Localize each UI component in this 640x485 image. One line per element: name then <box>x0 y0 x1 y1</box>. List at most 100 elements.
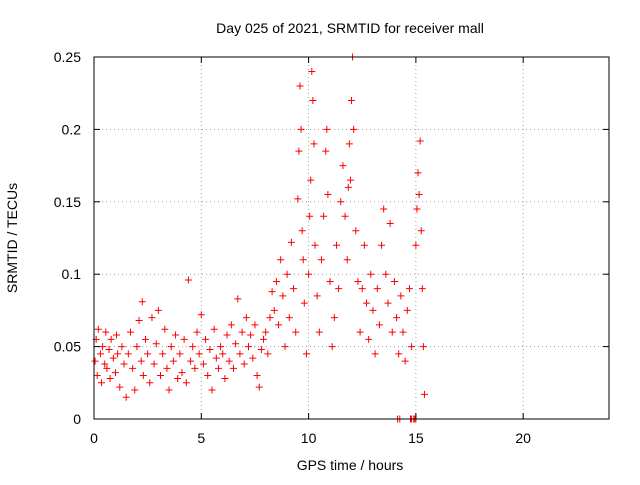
data-point <box>324 191 332 199</box>
x-tick-label: 0 <box>90 430 98 446</box>
data-point <box>360 241 368 249</box>
data-point <box>352 227 360 235</box>
data-point <box>131 386 139 394</box>
data-point <box>142 335 149 343</box>
data-point <box>266 314 274 322</box>
data-point <box>221 374 229 382</box>
data-point <box>195 350 203 358</box>
data-point <box>283 270 291 278</box>
x-tick-label: 15 <box>408 430 424 446</box>
data-point <box>135 317 143 325</box>
data-point <box>403 306 411 314</box>
data-point <box>138 298 146 306</box>
data-point <box>343 256 351 264</box>
x-tick-label: 10 <box>301 430 317 446</box>
data-point <box>413 205 421 213</box>
data-point <box>393 314 401 322</box>
y-axis-title: SRMTID / TECUs <box>4 183 20 293</box>
data-point <box>420 390 428 398</box>
data-point <box>106 374 114 382</box>
data-point <box>247 331 255 339</box>
data-point <box>262 328 270 336</box>
data-point <box>187 357 195 365</box>
data-point <box>388 328 396 336</box>
data-point <box>251 321 259 329</box>
data-point <box>120 360 128 368</box>
data-point <box>118 343 126 351</box>
data-point <box>320 212 328 220</box>
y-tick-label: 0.05 <box>54 339 81 355</box>
data-point <box>202 335 210 343</box>
data-point <box>317 256 325 264</box>
data-point <box>419 343 427 351</box>
data-point <box>390 277 398 285</box>
data-point <box>295 147 303 155</box>
data-point <box>148 314 156 322</box>
data-point <box>208 386 216 394</box>
y-tick-label: 0.2 <box>62 121 82 137</box>
data-point <box>217 343 225 351</box>
data-point <box>268 288 276 296</box>
data-point <box>129 364 137 372</box>
data-point <box>199 360 207 368</box>
data-point <box>395 350 403 358</box>
data-point <box>93 372 101 380</box>
data-point <box>184 276 192 284</box>
data-point <box>157 372 165 380</box>
data-point <box>161 325 169 333</box>
data-point <box>323 125 331 133</box>
data-point <box>236 350 244 358</box>
data-point <box>204 372 212 380</box>
data-point <box>354 277 362 285</box>
data-point <box>305 270 313 278</box>
data-point <box>302 350 310 358</box>
data-point <box>154 306 162 314</box>
data-point <box>292 328 300 336</box>
data-point <box>307 176 315 184</box>
data-point <box>373 285 381 293</box>
data-point <box>415 191 423 199</box>
data-point <box>176 350 184 358</box>
data-point <box>384 299 392 307</box>
data-point <box>234 295 242 303</box>
data-point <box>225 357 233 365</box>
data-point <box>412 241 420 249</box>
data-point <box>133 343 141 351</box>
data-point <box>91 357 99 365</box>
data-point <box>294 195 302 203</box>
data-point <box>124 350 132 358</box>
data-point <box>350 125 358 133</box>
data-point <box>365 335 373 343</box>
data-point <box>309 96 317 104</box>
data-point <box>139 372 147 380</box>
y-tick-label: 0.25 <box>54 49 81 65</box>
data-point <box>297 125 305 133</box>
data-point <box>275 321 283 329</box>
data-point <box>369 306 377 314</box>
y-tick-label: 0.15 <box>54 194 81 210</box>
data-point <box>298 227 306 235</box>
data-point <box>126 328 134 336</box>
data-point <box>163 364 171 372</box>
data-point <box>375 321 383 329</box>
x-tick-label: 5 <box>197 430 205 446</box>
data-point <box>418 285 426 293</box>
data-point <box>339 162 347 170</box>
data-point <box>330 314 338 322</box>
data-point <box>189 343 197 351</box>
data-point <box>306 212 314 220</box>
data-points <box>91 53 428 423</box>
data-point <box>249 354 257 362</box>
data-point <box>212 354 220 362</box>
data-point <box>371 350 379 358</box>
data-point <box>197 311 205 319</box>
data-point <box>257 345 265 353</box>
data-point <box>399 328 407 336</box>
data-point <box>227 321 235 329</box>
data-point <box>345 140 353 148</box>
data-point <box>348 96 355 104</box>
data-point <box>300 299 308 307</box>
data-point <box>172 331 180 339</box>
data-point <box>137 357 145 365</box>
